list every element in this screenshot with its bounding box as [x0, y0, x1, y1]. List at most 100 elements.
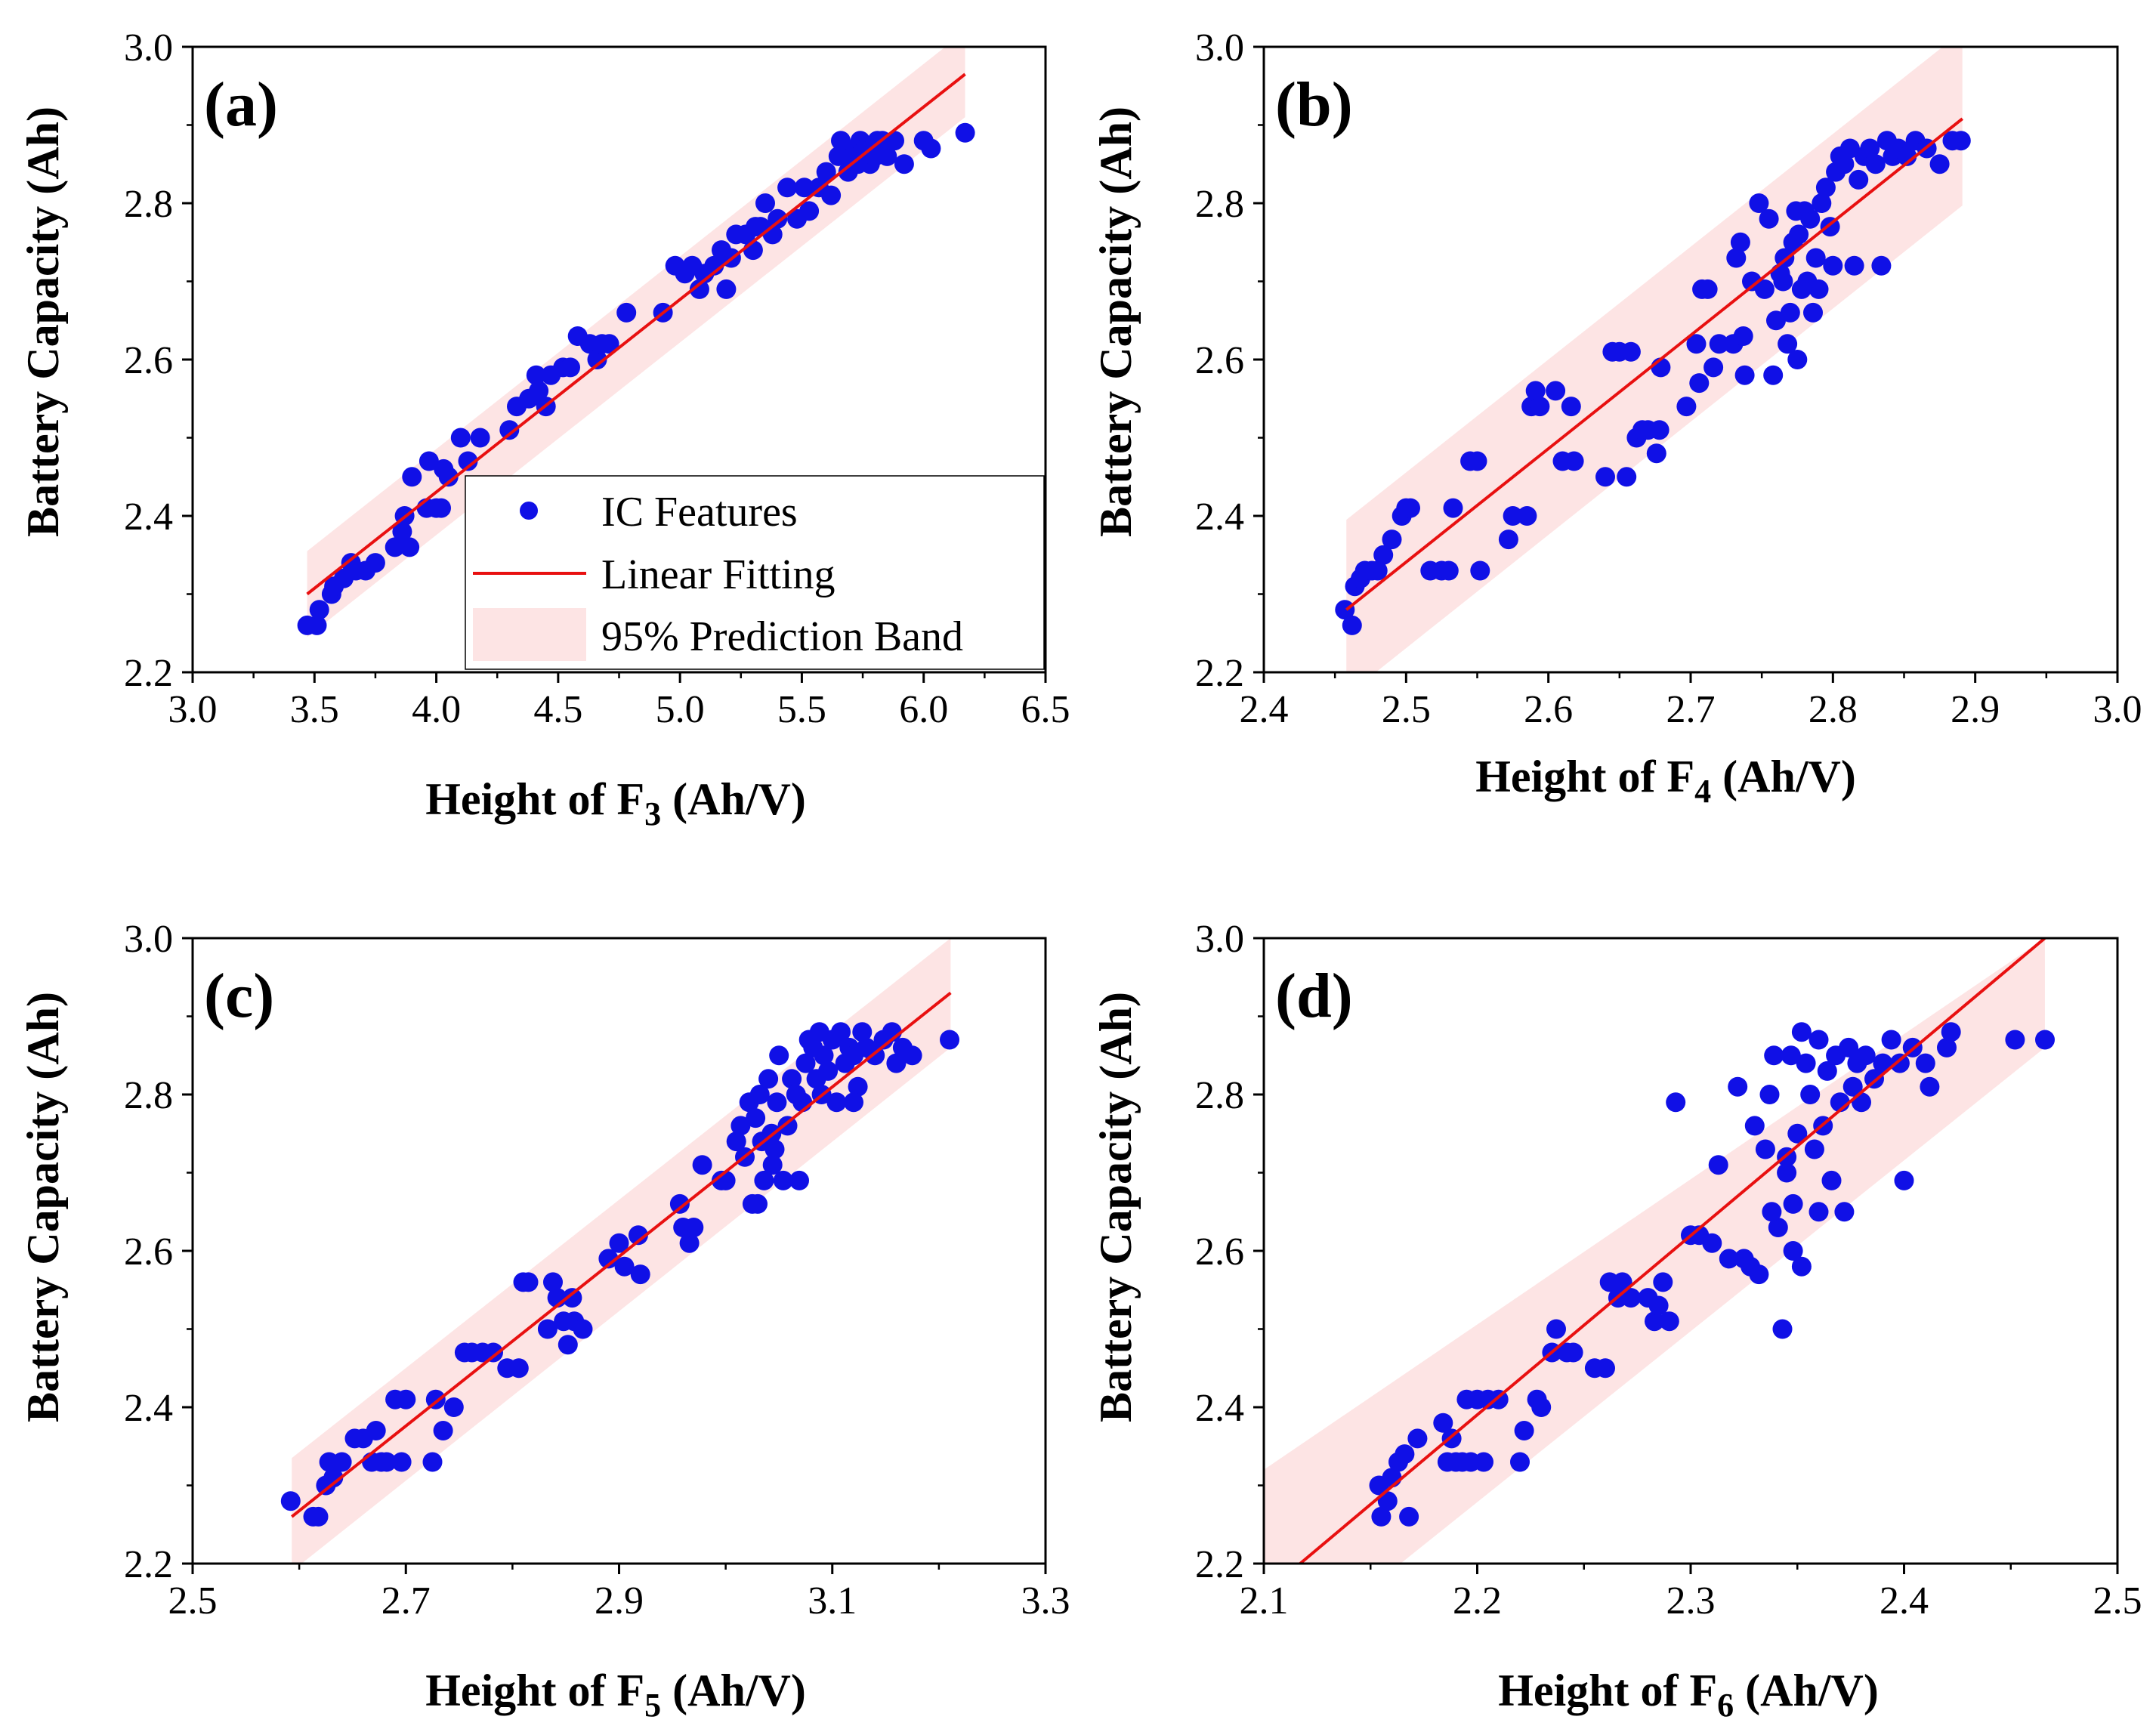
- data-point-d-36: [1653, 1272, 1673, 1292]
- x-axis-title-d: Height of F6 (Ah/V): [1498, 1666, 1879, 1724]
- data-point-d-52: [1768, 1218, 1788, 1237]
- data-point-a-38: [616, 302, 637, 323]
- panel-d: Battery Capacity (Ah) Height of F6 (Ah/V…: [1091, 961, 1879, 1724]
- plot-content-b: [1335, 47, 1971, 672]
- legend-label-ic-features: IC Features: [601, 489, 798, 536]
- panel-label-d: (d): [1275, 961, 1353, 1031]
- data-point-b-6: [1367, 560, 1388, 581]
- data-point-b-23: [1525, 381, 1546, 401]
- data-point-c-16: [422, 1452, 443, 1472]
- data-point-c-47: [715, 1170, 736, 1190]
- data-point-a-77: [921, 138, 941, 159]
- data-point-d-7: [1407, 1428, 1428, 1449]
- data-point-a-16: [419, 451, 439, 471]
- data-point-d-28: [1595, 1358, 1615, 1379]
- data-point-a-18: [431, 498, 451, 518]
- data-point-b-50: [1733, 326, 1753, 346]
- x-tick-label-c-1: 2.7: [381, 1579, 431, 1622]
- data-point-d-19: [1510, 1452, 1530, 1472]
- data-point-c-62: [773, 1170, 793, 1190]
- data-point-b-66: [1803, 302, 1823, 323]
- data-point-b-11: [1401, 498, 1420, 518]
- data-point-c-87: [886, 1053, 907, 1073]
- data-point-d-64: [1817, 1061, 1837, 1081]
- data-point-a-60: [799, 201, 820, 221]
- plot-area-d: 2.1 2.2 2.3 2.4 2.52.22.42.62.83.0: [1195, 918, 2142, 1622]
- x-tick-label-b-0: 2.4: [1240, 688, 1289, 731]
- x-tick-label-d-2: 2.3: [1666, 1579, 1716, 1622]
- data-point-b-19: [1498, 530, 1518, 550]
- data-point-c-64: [782, 1069, 802, 1089]
- x-tick-label-a-1: 3.5: [290, 688, 339, 731]
- data-point-d-77: [1889, 1053, 1910, 1073]
- data-point-c-10: [366, 1421, 386, 1440]
- data-point-a-27: [526, 365, 546, 385]
- data-point-a-59: [794, 178, 814, 198]
- data-point-d-61: [1804, 1139, 1824, 1159]
- data-point-d-24: [1546, 1319, 1566, 1339]
- y-axis-title-d: Battery Capacity (Ah): [1091, 992, 1141, 1422]
- y-tick-label-d-3: 2.8: [1195, 1074, 1244, 1117]
- y-tick-label-c-0: 2.2: [124, 1543, 173, 1586]
- data-point-d-60: [1800, 1085, 1821, 1104]
- data-point-c-38: [614, 1256, 635, 1277]
- data-point-a-13: [400, 537, 420, 557]
- data-point-d-85: [2035, 1030, 2055, 1050]
- data-point-b-48: [1726, 248, 1747, 268]
- data-point-a-20: [438, 467, 459, 487]
- data-point-d-65: [1821, 1170, 1842, 1190]
- data-point-c-91: [748, 1193, 768, 1214]
- data-point-a-35: [587, 350, 607, 369]
- x-tick-label-c-2: 2.9: [595, 1579, 644, 1622]
- data-point-d-8: [1433, 1413, 1453, 1433]
- data-point-d-32: [1620, 1288, 1641, 1308]
- x-tick-label-c-4: 3.3: [1021, 1579, 1070, 1622]
- x-tick-label-d-0: 2.1: [1240, 1579, 1289, 1622]
- panel-c: Battery Capacity (Ah) Height of F5 (Ah/V…: [18, 961, 806, 1724]
- x-tick-label-b-3: 2.7: [1666, 688, 1716, 731]
- data-point-b-38: [1649, 420, 1670, 440]
- data-point-a-22: [458, 451, 478, 471]
- data-point-d-81: [1920, 1076, 1940, 1097]
- data-point-d-50: [1759, 1085, 1780, 1104]
- data-point-c-59: [764, 1139, 785, 1159]
- data-point-c-40: [630, 1264, 650, 1285]
- y-tick-label-a-2: 2.6: [124, 339, 173, 382]
- panel-label-a: (a): [204, 69, 278, 140]
- data-point-c-90: [940, 1030, 959, 1050]
- data-point-d-6: [1399, 1506, 1419, 1527]
- data-point-a-79: [831, 131, 851, 151]
- data-point-c-41: [669, 1193, 690, 1214]
- x-tick-label-a-7: 6.5: [1021, 688, 1070, 731]
- data-point-d-83: [1941, 1022, 1961, 1042]
- data-point-c-5: [323, 1468, 344, 1488]
- data-point-b-55: [1763, 365, 1784, 385]
- data-point-d-20: [1514, 1421, 1534, 1440]
- x-tick-label-b-6: 3.0: [2093, 688, 2142, 731]
- data-point-d-5: [1395, 1444, 1415, 1465]
- data-point-b-42: [1689, 373, 1710, 394]
- data-point-a-47: [716, 279, 737, 299]
- y-axis-title-a: Battery Capacity (Ah): [18, 107, 68, 537]
- data-point-c-2: [308, 1506, 329, 1527]
- data-point-d-44: [1728, 1076, 1748, 1097]
- data-point-a-78: [955, 122, 975, 143]
- data-point-b-91: [1951, 131, 1971, 151]
- data-point-d-70: [1842, 1076, 1863, 1097]
- data-point-b-54: [1759, 208, 1779, 229]
- data-point-b-62: [1789, 224, 1809, 245]
- data-point-d-22: [1531, 1397, 1552, 1417]
- x-tick-label-b-4: 2.8: [1809, 688, 1858, 731]
- fit-line-d: [1299, 938, 2046, 1564]
- data-point-b-67: [1805, 248, 1826, 268]
- x-tick-label-a-2: 4.0: [412, 688, 461, 731]
- data-point-b-51: [1734, 365, 1755, 385]
- data-point-c-81: [848, 1076, 868, 1097]
- data-point-b-78: [1849, 169, 1869, 190]
- data-point-b-40: [1676, 397, 1697, 417]
- x-axis-title-c: Height of F5 (Ah/V): [425, 1666, 806, 1724]
- y-tick-label-d-4: 3.0: [1195, 918, 1244, 961]
- data-point-d-57: [1787, 1123, 1808, 1144]
- data-point-c-32: [558, 1335, 578, 1355]
